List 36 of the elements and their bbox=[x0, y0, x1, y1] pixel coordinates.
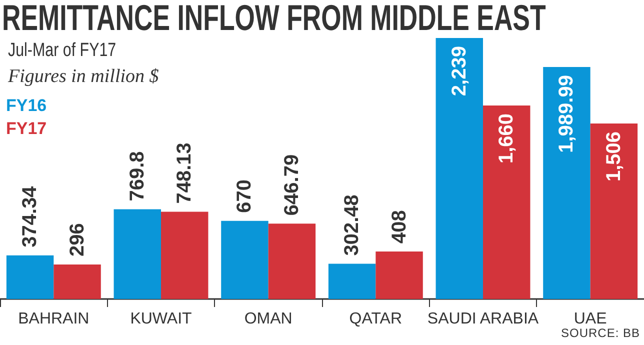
bar bbox=[6, 255, 54, 299]
x-tick-label: QATAR bbox=[349, 310, 402, 328]
x-tick-label: KUWAIT bbox=[130, 310, 192, 328]
data-label: 670 bbox=[234, 180, 256, 213]
data-label: 302.48 bbox=[341, 194, 364, 256]
annotation: Figures in million $ bbox=[8, 66, 159, 88]
data-label: 374.34 bbox=[19, 185, 42, 248]
bar bbox=[161, 212, 208, 299]
x-tick-label: OMAN bbox=[244, 310, 292, 328]
data-label: 769.8 bbox=[126, 151, 148, 202]
bar bbox=[114, 209, 161, 299]
bar bbox=[436, 38, 483, 299]
x-tick-label: BAHRAIN bbox=[18, 310, 90, 328]
data-label: 1,506 bbox=[602, 131, 625, 182]
data-label: 1,989.99 bbox=[556, 75, 578, 153]
x-tick-label: UAE bbox=[574, 310, 607, 328]
source-note: SOURCE: BB bbox=[560, 326, 640, 340]
data-label: 748.13 bbox=[174, 142, 196, 204]
data-label: 2,239 bbox=[448, 46, 470, 96]
data-label: 1,660 bbox=[496, 113, 518, 164]
bar bbox=[54, 264, 101, 299]
data-label: 646.79 bbox=[280, 154, 303, 216]
text: FY17 bbox=[6, 119, 47, 138]
bar bbox=[221, 220, 268, 299]
bar bbox=[483, 105, 530, 299]
data-label: 296 bbox=[66, 223, 88, 256]
text: FY16 bbox=[6, 96, 47, 115]
bar bbox=[328, 264, 376, 299]
bar bbox=[590, 123, 638, 299]
bar bbox=[268, 224, 316, 299]
chart-title: REMITTANCE INFLOW FROM MIDDLE EAST bbox=[2, 0, 546, 39]
data-label: 408 bbox=[388, 210, 410, 244]
chart-subtitle: Jul-Mar of FY17 bbox=[8, 40, 116, 62]
bar bbox=[543, 67, 590, 299]
bar bbox=[376, 251, 423, 299]
x-tick-label: SAUDI ARABIA bbox=[427, 310, 539, 328]
